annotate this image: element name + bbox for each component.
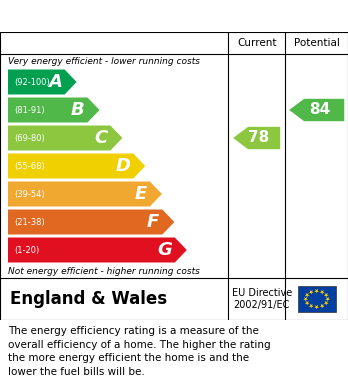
Polygon shape [305, 301, 309, 305]
Polygon shape [320, 304, 325, 308]
Text: G: G [157, 241, 172, 259]
Text: Potential: Potential [294, 38, 340, 48]
Text: B: B [71, 101, 85, 119]
Polygon shape [324, 293, 329, 298]
Text: E: E [135, 185, 147, 203]
Polygon shape [305, 293, 309, 298]
Text: Energy Efficiency Rating: Energy Efficiency Rating [10, 7, 258, 25]
Text: The energy efficiency rating is a measure of the
overall efficiency of a home. T: The energy efficiency rating is a measur… [8, 326, 271, 377]
Text: (92-100): (92-100) [14, 77, 50, 86]
Polygon shape [325, 297, 330, 301]
Bar [298, 286, 336, 312]
Text: (69-80): (69-80) [14, 133, 45, 142]
Text: (55-68): (55-68) [14, 161, 45, 170]
Polygon shape [8, 126, 122, 151]
Polygon shape [309, 290, 314, 294]
Text: (1-20): (1-20) [14, 246, 39, 255]
Polygon shape [8, 70, 77, 95]
Polygon shape [8, 210, 174, 235]
Text: F: F [147, 213, 159, 231]
Polygon shape [8, 97, 100, 122]
Text: Not energy efficient - higher running costs: Not energy efficient - higher running co… [8, 267, 200, 276]
Polygon shape [8, 237, 187, 262]
Text: A: A [48, 73, 62, 91]
Polygon shape [8, 154, 145, 179]
Polygon shape [320, 290, 325, 294]
Polygon shape [309, 304, 314, 308]
Text: C: C [94, 129, 108, 147]
Text: 78: 78 [248, 131, 270, 145]
Polygon shape [314, 289, 319, 294]
Polygon shape [314, 305, 319, 310]
Polygon shape [289, 99, 344, 121]
Text: (21-38): (21-38) [14, 217, 45, 226]
Text: Very energy efficient - lower running costs: Very energy efficient - lower running co… [8, 57, 200, 66]
Polygon shape [233, 127, 280, 149]
Text: England & Wales: England & Wales [10, 290, 167, 308]
Text: Current: Current [237, 38, 276, 48]
Text: 84: 84 [309, 102, 330, 118]
Text: (39-54): (39-54) [14, 190, 45, 199]
Polygon shape [8, 181, 162, 206]
Polygon shape [324, 301, 329, 305]
Text: D: D [115, 157, 130, 175]
Text: EU Directive
2002/91/EC: EU Directive 2002/91/EC [231, 288, 292, 310]
Text: (81-91): (81-91) [14, 106, 45, 115]
Polygon shape [303, 297, 308, 301]
